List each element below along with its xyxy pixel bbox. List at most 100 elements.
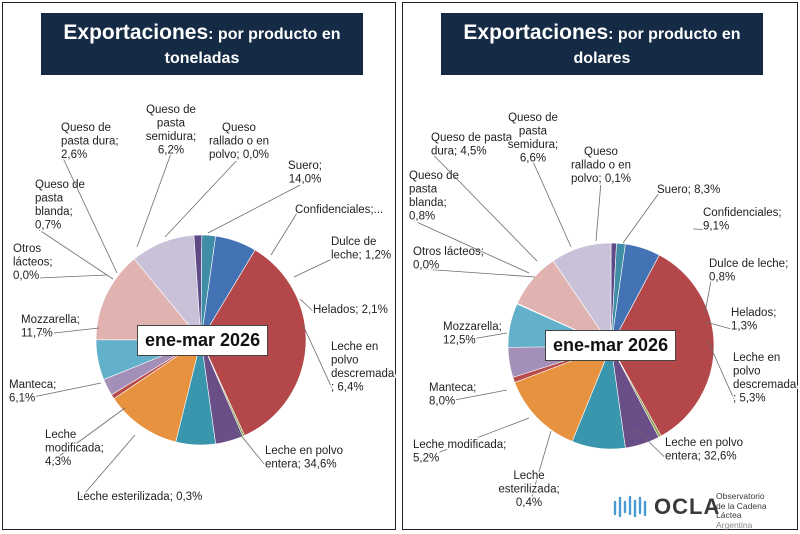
slice-label-mozzarella: Mozzarella; 11,7%	[21, 314, 80, 340]
pie-slice-helados	[610, 242, 626, 347]
chart-panel-dolares: Exportaciones: por producto en dolares L…	[402, 2, 798, 530]
chart-title-rest: : por producto en	[608, 26, 741, 43]
ocla-name: OCLA	[654, 494, 721, 519]
leader-line-dulce-de-leche	[704, 280, 712, 314]
slice-label-halo: Manteca; 8,0%	[429, 382, 476, 408]
slice-label-halo: Queso de pasta blanda; 0,7%	[35, 179, 85, 232]
slice-label-halo: Otros lácteos; 0,0%	[413, 246, 484, 272]
slice-label-halo: Helados; 2,1%	[313, 304, 388, 316]
chart-title-line2: toneladas	[164, 50, 240, 67]
slice-label-dulce-de-leche: Dulce de leche; 0,8%	[709, 258, 788, 284]
slice-label-mozzarella: Mozzarella; 12,5%	[443, 321, 502, 347]
slice-label-confidenciales: Confidenciales;...	[295, 204, 383, 216]
chart-title: Exportaciones: por producto en dolares	[441, 13, 763, 75]
pie-chart-toneladas: Leche en polvo descremada; 6,4%Leche en pol…	[8, 103, 397, 505]
slice-label-halo: Mozzarella; 12,5%	[443, 321, 502, 347]
slice-label-helados: Helados; 2,1%	[313, 304, 388, 316]
leader-line-helados	[299, 298, 316, 314]
period-label: ene-mar 2026	[545, 330, 677, 361]
slice-label-queso-pasta-semidura: Queso de pasta semidura; 6,2%	[146, 104, 197, 157]
pie-slice-mozzarella	[113, 339, 202, 443]
leader-line-queso-pasta-semidura	[136, 153, 172, 248]
leader-line-dulce-de-leche	[293, 258, 334, 278]
leader-line-suero	[622, 192, 660, 244]
slice-label-halo: Leche en polvo entera; 32,6%	[665, 437, 743, 463]
slice-label-queso-rallado: Queso rallado o en polvo; 0,0%	[209, 122, 269, 161]
slice-label-halo: Leche en polvo entera; 34,6%	[265, 445, 343, 471]
pie-chart-dolares: Leche en polvo descremada; 5,3%Leche en pol…	[408, 111, 799, 511]
leader-line-suero	[207, 182, 306, 234]
slice-label-otros-lacteos: Otros lácteos; 0,0%	[413, 246, 484, 272]
leader-line-leche-modificada	[414, 417, 530, 462]
slice-label-halo: Dulce de leche; 0,8%	[709, 258, 788, 284]
leader-line-helados	[705, 321, 734, 330]
slice-label-halo: Leche modificada; 5,2%	[413, 439, 506, 465]
leader-line-mozzarella	[22, 327, 100, 337]
chart-title-main: Exportaciones	[63, 21, 209, 44]
leader-line-manteca	[10, 382, 102, 402]
leader-line-leche-entera	[234, 427, 268, 468]
leader-line-confidenciales	[270, 212, 298, 256]
leader-line-confidenciales	[692, 228, 706, 230]
slice-label-queso-rallado: Queso rallado o en polvo; 0,1%	[571, 146, 631, 185]
slice-label-halo: Otros lácteos; 0,0%	[13, 243, 53, 282]
ocla-subtitle: Observatorio de la Cadena Láctea Argenti…	[716, 491, 792, 530]
slice-label-halo: Helados; 1,3%	[731, 307, 776, 333]
slice-label-confidenciales: Confidenciales; 9,1%	[703, 207, 782, 233]
slice-label-manteca: Manteca; 8,0%	[429, 382, 476, 408]
leader-line-leche-esterilizada	[78, 434, 136, 501]
leader-line-leche-descremada	[302, 324, 334, 391]
ocla-logo: OCLA Observatorio de la Cadena Láctea Ar…	[612, 490, 792, 529]
slice-label-halo: Queso de pasta semidura; 6,2%	[146, 104, 197, 157]
slice-label-halo: Leche esterilizada; 0,3%	[77, 491, 202, 503]
slice-label-leche-descremada: Leche en polvo descremada; 6,4%	[331, 341, 395, 394]
ocla-line3: Argentina	[716, 519, 753, 530]
slice-label-helados: Helados; 1,3%	[731, 307, 776, 333]
leader-line-queso-rallado	[164, 157, 240, 238]
slice-label-halo: Dulce de leche; 1,2%	[331, 236, 391, 262]
slice-label-leche-entera: Leche en polvo entera; 34,6%	[265, 445, 343, 471]
slice-label-leche-esterilizada: Leche esterilizada; 0,4%	[498, 470, 559, 509]
ocla-wave-icon	[613, 495, 647, 518]
slice-label-halo: Queso rallado o en polvo; 0,1%	[571, 146, 631, 185]
slice-label-dulce-de-leche: Dulce de leche; 1,2%	[331, 236, 391, 262]
ocla-line1: Observatorio	[716, 491, 765, 501]
slice-label-queso-pasta-dura: Queso de pasta dura; 2,6%	[61, 122, 119, 161]
slice-label-manteca: Manteca; 6,1%	[9, 379, 56, 405]
slice-label-halo: Confidenciales;...	[295, 204, 383, 216]
slice-label-queso-pasta-blanda: Queso de pasta blanda; 0,7%	[35, 179, 85, 232]
leader-line-queso-pasta-blanda	[410, 219, 530, 274]
pie-slice-mozzarella	[514, 345, 612, 442]
slice-label-halo: Mozzarella; 11,7%	[21, 314, 80, 340]
slice-label-suero: Suero; 14,0%	[288, 160, 322, 186]
slice-label-halo: Suero; 8,3%	[657, 184, 720, 196]
leader-line-queso-pasta-dura	[432, 154, 538, 262]
slice-label-halo: Queso de pasta dura; 4,5%	[431, 132, 513, 158]
leader-line-leche-entera	[634, 427, 668, 460]
leader-line-otros-lacteos	[414, 268, 536, 278]
slice-label-queso-pasta-blanda: Queso de pasta blanda; 0,8%	[409, 170, 459, 223]
pie-slice-suero	[95, 258, 202, 341]
pie-slice-helados	[200, 234, 216, 341]
slice-label-leche-modificada: Leche modificada; 4,3%	[45, 429, 104, 468]
slice-label-halo: Leche en polvo descremada; 6,4%	[331, 341, 395, 394]
slice-label-halo: Manteca; 6,1%	[9, 379, 56, 405]
slice-label-leche-descremada: Leche en polvo descremada; 5,3%	[733, 352, 797, 405]
slice-label-halo: Queso de pasta dura; 2,6%	[61, 122, 119, 161]
slice-label-leche-esterilizada: Leche esterilizada; 0,3%	[77, 491, 202, 503]
slice-label-halo: Queso rallado o en polvo; 0,0%	[209, 122, 269, 161]
slice-label-halo: Queso de pasta semidura; 6,6%	[508, 112, 559, 165]
leader-line-queso-pasta-blanda	[36, 228, 114, 280]
leader-line-queso-pasta-dura	[62, 157, 118, 274]
leader-line-mozzarella	[444, 332, 508, 344]
ocla-line2: de la Cadena Láctea	[716, 500, 767, 520]
chart-title-main: Exportaciones	[463, 21, 609, 44]
leader-line-leche-modificada	[46, 407, 126, 466]
leader-line-otros-lacteos	[14, 274, 108, 280]
leader-line-queso-pasta-semidura	[532, 161, 572, 248]
slice-label-halo: Leche modificada; 4,3%	[45, 429, 104, 468]
slice-label-halo: Confidenciales; 9,1%	[703, 207, 782, 233]
leader-line-leche-esterilizada	[528, 430, 552, 507]
leader-line-manteca	[430, 389, 508, 405]
leader-line-queso-rallado	[595, 181, 602, 242]
